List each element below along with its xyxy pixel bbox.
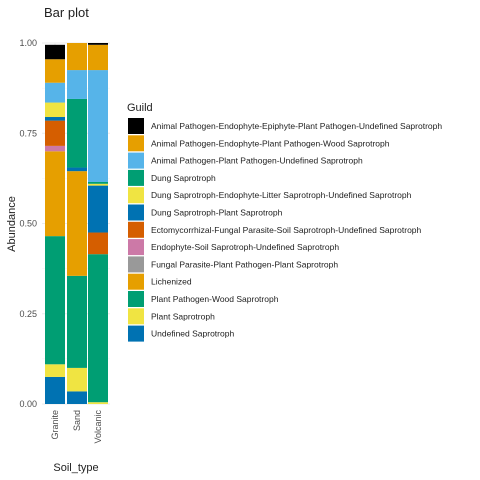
legend-label: Animal Pathogen-Endophyte-Epiphyte-Plant… [151,121,442,131]
y-tick-label: 0.50 [19,219,37,229]
legend-swatch [128,291,144,307]
bar-segment [67,171,87,276]
bar-segment [88,43,108,45]
y-tick-label: 0.75 [19,128,37,138]
legend-swatch [128,239,144,256]
legend-swatch [128,152,144,169]
bar-segment [45,236,65,365]
x-axis-ticks: Granite Sand Volcanic [50,410,103,444]
legend-swatch [128,169,144,186]
legend-swatch [128,325,144,342]
x-tick-label: Granite [50,410,60,440]
legend-swatch [128,118,144,134]
legend-label: Dung Saprotroph [151,173,216,183]
bar-segment [67,275,87,368]
y-tick-label: 0.00 [19,399,37,409]
legend-label: Animal Pathogen-Endophyte-Plant Pathogen… [151,138,390,148]
y-tick-label: 1.00 [19,38,37,48]
bar-segment [45,59,65,83]
bar-segment [67,367,87,392]
legend-swatch [128,256,144,273]
legend-label: Fungal Parasite-Plant Pathogen-Plant Sap… [151,259,338,269]
bar-segment [45,117,65,121]
bar-segment [88,402,108,404]
y-axis-ticks: 0.00 0.25 0.50 0.75 1.00 [19,38,37,409]
bar-segment [45,44,65,60]
bar-segment [67,70,87,99]
bar-segment [45,151,65,237]
bar-segment [88,183,108,186]
legend-swatch [128,135,144,152]
bar-segment [45,364,65,377]
legend-swatch [128,221,144,238]
legend-swatch [128,308,144,325]
legend-label: Plant Saprotroph [151,311,215,321]
legend-title: Guild [127,102,153,114]
bar-segment [88,181,108,184]
bar-segment [88,254,108,403]
bar-stacks [45,43,108,404]
bar-segment [45,145,65,152]
legend-label: Plant Pathogen-Wood Saprotroph [151,294,279,304]
legend-label: Endophyte-Soil Saprotroph-Undefined Sapr… [151,242,339,252]
legend: Animal Pathogen-Endophyte-Epiphyte-Plant… [128,118,442,342]
bar-segment [67,98,87,168]
legend-label: Dung Saprotroph-Plant Saprotroph [151,208,283,218]
legend-label: Ectomycorrhizal-Fungal Parasite-Soil Sap… [151,225,422,235]
bar-segment [45,376,65,404]
x-tick-label: Volcanic [93,410,103,444]
x-axis-title: Soil_type [53,462,98,474]
bar-segment [88,70,108,182]
x-tick-label: Sand [72,410,82,431]
bar-segment [45,102,65,118]
bar-segment [67,43,87,71]
legend-swatch [128,204,144,221]
y-tick-label: 0.25 [19,309,37,319]
legend-label: Animal Pathogen-Plant Pathogen-Undefined… [151,156,363,166]
bar-segment [88,185,108,233]
legend-label: Dung Saprotroph-Endophyte-Litter Saprotr… [151,190,412,200]
bar-segment [67,167,87,172]
chart-title: Bar plot [44,5,89,20]
bar-segment [67,391,87,404]
legend-label: Undefined Saprotroph [151,329,234,339]
legend-label: Lichenized [151,277,192,287]
bar-segment [45,82,65,103]
bar-segment [88,232,108,255]
bar-segment [45,120,65,146]
legend-swatch [128,273,144,290]
legend-swatch [128,187,144,204]
bar-segment [88,44,108,71]
y-axis-title: Abundance [6,196,18,252]
